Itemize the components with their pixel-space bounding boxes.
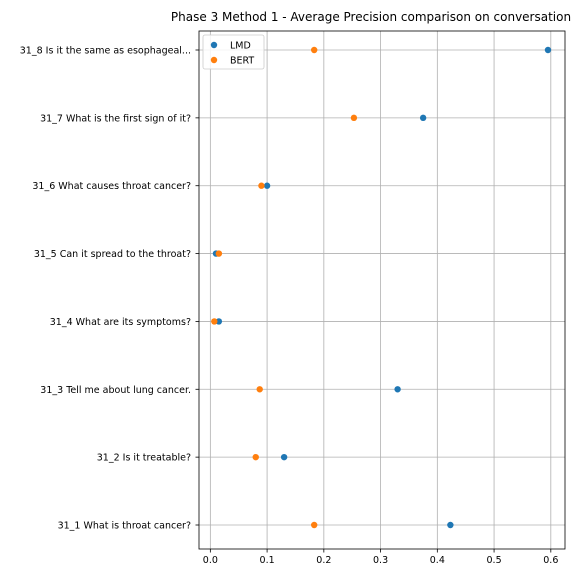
x-tick-label: 0.3 <box>373 555 388 566</box>
data-point-lmd <box>394 386 401 393</box>
data-point-lmd <box>215 318 223 325</box>
legend-marker <box>210 41 218 49</box>
data-point-bert <box>310 521 318 529</box>
data-point-bert <box>256 386 263 393</box>
legend: LMD BERT <box>202 34 265 70</box>
legend-box <box>202 34 265 70</box>
category-label: 31_7 What is the first sign of it? <box>40 113 191 124</box>
legend-marker <box>210 56 218 64</box>
category-label: 31_6 What causes throat cancer? <box>32 181 191 192</box>
ticks-layer: 0.0 0.1 0.2 0.3 0.4 0.5 0.6 31_1 What is throat… <box>20 46 559 567</box>
series-lmd <box>212 46 552 529</box>
data-point-lmd <box>419 114 427 122</box>
category-label: 31_1 What is throat cancer? <box>58 521 191 532</box>
legend-label: BERT <box>230 56 254 67</box>
x-tick-label: 0.1 <box>260 555 275 566</box>
chart-title: Phase 3 Method 1 - Average Precision com… <box>171 10 571 24</box>
data-point-lmd <box>280 453 288 461</box>
x-tick-label: 0.0 <box>203 555 218 566</box>
data-point-bert <box>252 453 259 461</box>
x-tick-label: 0.5 <box>487 555 502 566</box>
grid-layer <box>199 31 565 549</box>
category-label: 31_8 Is it the same as esophageal... <box>20 46 191 57</box>
data-point-lmd <box>263 182 271 189</box>
data-point-bert <box>211 318 218 325</box>
category-label: 31_2 Is it treatable? <box>97 453 191 464</box>
data-point-lmd <box>447 521 454 529</box>
data-point-bert <box>258 182 265 189</box>
category-label: 31_4 What are its symptoms? <box>50 317 191 328</box>
x-tick-label: 0.4 <box>430 555 445 566</box>
data-point-bert <box>310 46 318 54</box>
category-label: 31_3 Tell me about lung cancer. <box>40 385 191 396</box>
category-label: 31_5 Can it spread to the throat? <box>34 249 191 260</box>
series-bert <box>211 46 358 529</box>
data-point-bert <box>215 250 223 257</box>
points-layer <box>211 46 552 529</box>
plot-frame <box>198 30 566 550</box>
data-point-lmd <box>544 46 552 54</box>
data-point-bert <box>350 114 358 122</box>
legend-label: LMD <box>230 41 251 52</box>
x-tick-label: 0.2 <box>316 555 331 566</box>
x-tick-label: 0.6 <box>543 555 558 566</box>
